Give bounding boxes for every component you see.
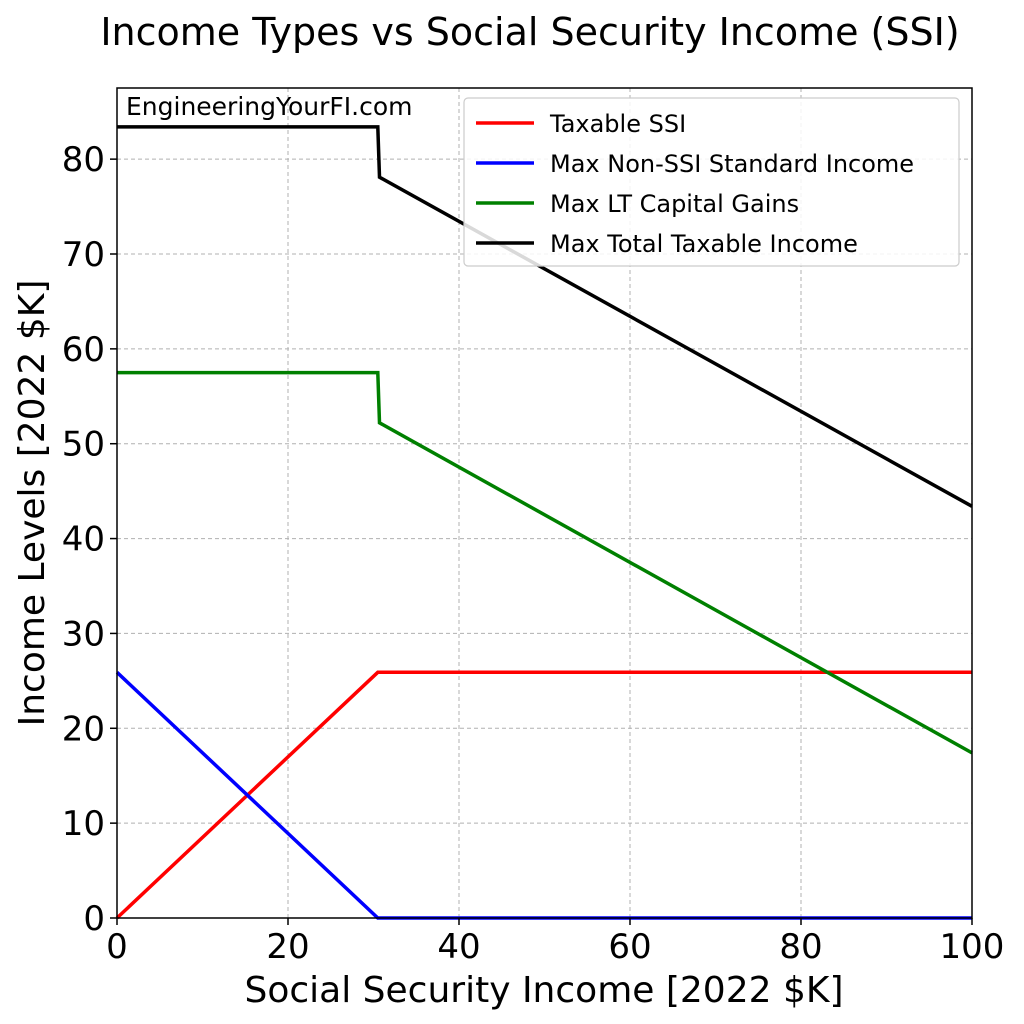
legend-label-max-lt-capital-gains: Max LT Capital Gains xyxy=(550,190,799,218)
chart-title: Income Types vs Social Security Income (… xyxy=(100,10,959,54)
series-line-taxable-ssi xyxy=(115,670,972,920)
y-tick-label: 30 xyxy=(62,614,105,654)
legend-label-max-total-taxable-income: Max Total Taxable Income xyxy=(550,230,858,258)
y-tick-label: 70 xyxy=(62,235,105,275)
x-tick-label: 100 xyxy=(940,927,1005,967)
y-tick-label: 60 xyxy=(62,330,105,370)
x-tick-label: 0 xyxy=(106,927,128,967)
y-tick-label: 20 xyxy=(62,709,105,749)
ticks: 0 20 40 60 80 100 0 10 20 30 40 50 60 70 80 xyxy=(62,140,1005,967)
y-tick-label: 50 xyxy=(62,425,105,465)
plot-frame xyxy=(116,87,973,919)
x-tick-label: 60 xyxy=(608,927,651,967)
x-tick-label: 40 xyxy=(437,927,480,967)
y-tick-label: 10 xyxy=(62,804,105,844)
y-tick-label: 0 xyxy=(83,899,105,939)
y-axis-title: Income Levels [2022 $K] xyxy=(12,280,53,727)
legend-label-taxable-ssi: Taxable SSI xyxy=(549,110,686,138)
y-tick-label: 80 xyxy=(62,140,105,180)
x-axis-title: Social Security Income [2022 $K] xyxy=(244,970,843,1011)
x-tick-label: 80 xyxy=(779,927,822,967)
legend-label-max-non-ssi-standard-income: Max Non-SSI Standard Income xyxy=(550,150,914,178)
watermark-text: EngineeringYourFI.com xyxy=(126,92,412,121)
y-tick-label: 40 xyxy=(62,520,105,560)
legend: Taxable SSI Max Non-SSI Standard Income Ma… xyxy=(463,97,960,267)
x-tick-label: 20 xyxy=(266,927,309,967)
series-line-max-lt-capital-gains xyxy=(117,370,973,755)
series-line-max-total-taxable-income xyxy=(117,125,973,508)
legend-box xyxy=(463,97,960,267)
